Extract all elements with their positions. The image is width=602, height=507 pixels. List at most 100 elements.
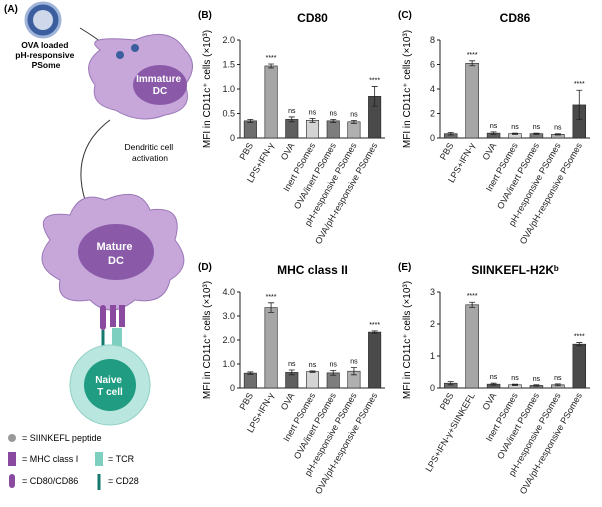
error-bar: [350, 119, 357, 124]
mature-label: Mature DC: [96, 241, 135, 267]
error-bar: [576, 89, 583, 121]
chart-title: MHC class II: [277, 263, 348, 277]
x-tick-label: OVA: [480, 391, 498, 412]
legend-icon: [9, 474, 15, 488]
bar: [465, 62, 479, 139]
psome-core: [33, 10, 53, 30]
y-tick-label: 4: [430, 84, 435, 94]
significance: ****: [467, 293, 478, 300]
error-bar: [371, 86, 378, 107]
y-tick-label: 2: [430, 109, 435, 119]
y-tick-label: 2.0: [222, 35, 235, 45]
error-bar: [533, 132, 540, 135]
significance: ns: [330, 110, 338, 117]
significance: ns: [490, 123, 498, 130]
error-bar: [350, 367, 357, 376]
significance: ****: [369, 78, 380, 85]
bar: [326, 120, 340, 139]
bar: [368, 331, 382, 389]
y-tick-label: 2: [430, 319, 435, 329]
error-bar: [288, 116, 295, 123]
error-bar: [533, 384, 540, 387]
legend-label: = CD80/CD86: [22, 476, 78, 486]
y-tick-label: 0: [430, 383, 435, 393]
x-tick-label: PBS: [438, 141, 456, 162]
legend-label: = CD28: [108, 476, 139, 486]
tcell-label: Naive T cell: [95, 375, 124, 398]
bar: [243, 120, 257, 139]
t-nucleus: [84, 359, 136, 411]
y-tick-label: 0: [430, 133, 435, 143]
legend-label: = TCR: [108, 454, 135, 464]
y-tick-label: 3: [430, 287, 435, 297]
x-tick-label: OVA: [480, 141, 498, 162]
y-tick-label: 2.0: [222, 335, 235, 345]
bar: [347, 121, 361, 139]
significance: ****: [369, 322, 380, 329]
bar: [305, 120, 320, 139]
significance: ****: [574, 81, 585, 88]
error-bar: [309, 118, 316, 123]
tcr: [112, 328, 122, 348]
bar: [305, 371, 320, 389]
significance: ns: [554, 125, 562, 132]
panel-label: (D): [198, 262, 212, 273]
panel-label: (B): [198, 10, 212, 21]
nucleus: [78, 224, 154, 280]
error-bar: [247, 118, 254, 123]
bar: [465, 304, 479, 389]
significance: ns: [533, 376, 541, 383]
x-tick-label: PBS: [438, 391, 456, 412]
error-bar: [576, 342, 583, 347]
significance: ns: [309, 362, 317, 369]
bar: [264, 65, 278, 139]
y-tick-label: 1.5: [222, 60, 235, 70]
y-tick-label: 0: [230, 133, 235, 143]
x-tick-label: PBS: [237, 141, 255, 162]
error-bar: [469, 60, 476, 67]
y-tick-label: 0: [230, 383, 235, 393]
error-bar: [268, 302, 275, 313]
error-bar: [554, 133, 561, 136]
psome-small: [116, 51, 124, 59]
legend-label: = SIINKEFL peptide: [22, 433, 101, 443]
y-tick-label: 1.0: [222, 359, 235, 369]
bar: [264, 307, 278, 389]
chart-title: SIINKEFL-H2Kᵇ: [471, 263, 559, 277]
y-axis-label: MFI in CD11c⁺ cells (×10³): [202, 281, 213, 399]
significance: ns: [288, 361, 296, 368]
error-bar: [268, 63, 275, 69]
immature-label: Immature DC: [136, 74, 184, 97]
arrow: [80, 119, 111, 201]
significance: ns: [511, 375, 519, 382]
significance: ns: [288, 108, 296, 115]
error-bar: [447, 381, 454, 386]
y-tick-label: 1: [430, 351, 435, 361]
chart-title: CD80: [297, 11, 328, 25]
panel-label: (C): [398, 10, 412, 21]
y-tick-label: 8: [430, 35, 435, 45]
mhc: [119, 305, 125, 327]
y-tick-label: 4.0: [222, 287, 235, 297]
legend-icon: [8, 434, 16, 442]
chart-title: CD86: [500, 11, 531, 25]
error-bar: [288, 369, 295, 376]
significance: ****: [266, 294, 277, 301]
significance: ns: [533, 124, 541, 131]
significance: ****: [467, 52, 478, 59]
legend-label: = MHC class I: [22, 454, 78, 464]
x-tick-label: PBS: [237, 391, 255, 412]
error-bar: [512, 383, 518, 386]
y-tick-label: 0.5: [222, 109, 235, 119]
y-tick-label: 3.0: [222, 311, 235, 321]
error-bar: [447, 132, 454, 136]
significance: ns: [350, 359, 358, 366]
mhc: [110, 305, 116, 327]
error-bar: [247, 371, 254, 375]
error-bar: [330, 370, 337, 376]
bar: [243, 372, 257, 389]
y-axis-label: MFI in CD11c⁺ cells (×10³): [202, 30, 213, 148]
y-axis-label: MFI in CD11c⁺ cells (×10³): [402, 30, 413, 148]
error-bar: [309, 370, 316, 373]
significance: ns: [350, 111, 358, 118]
